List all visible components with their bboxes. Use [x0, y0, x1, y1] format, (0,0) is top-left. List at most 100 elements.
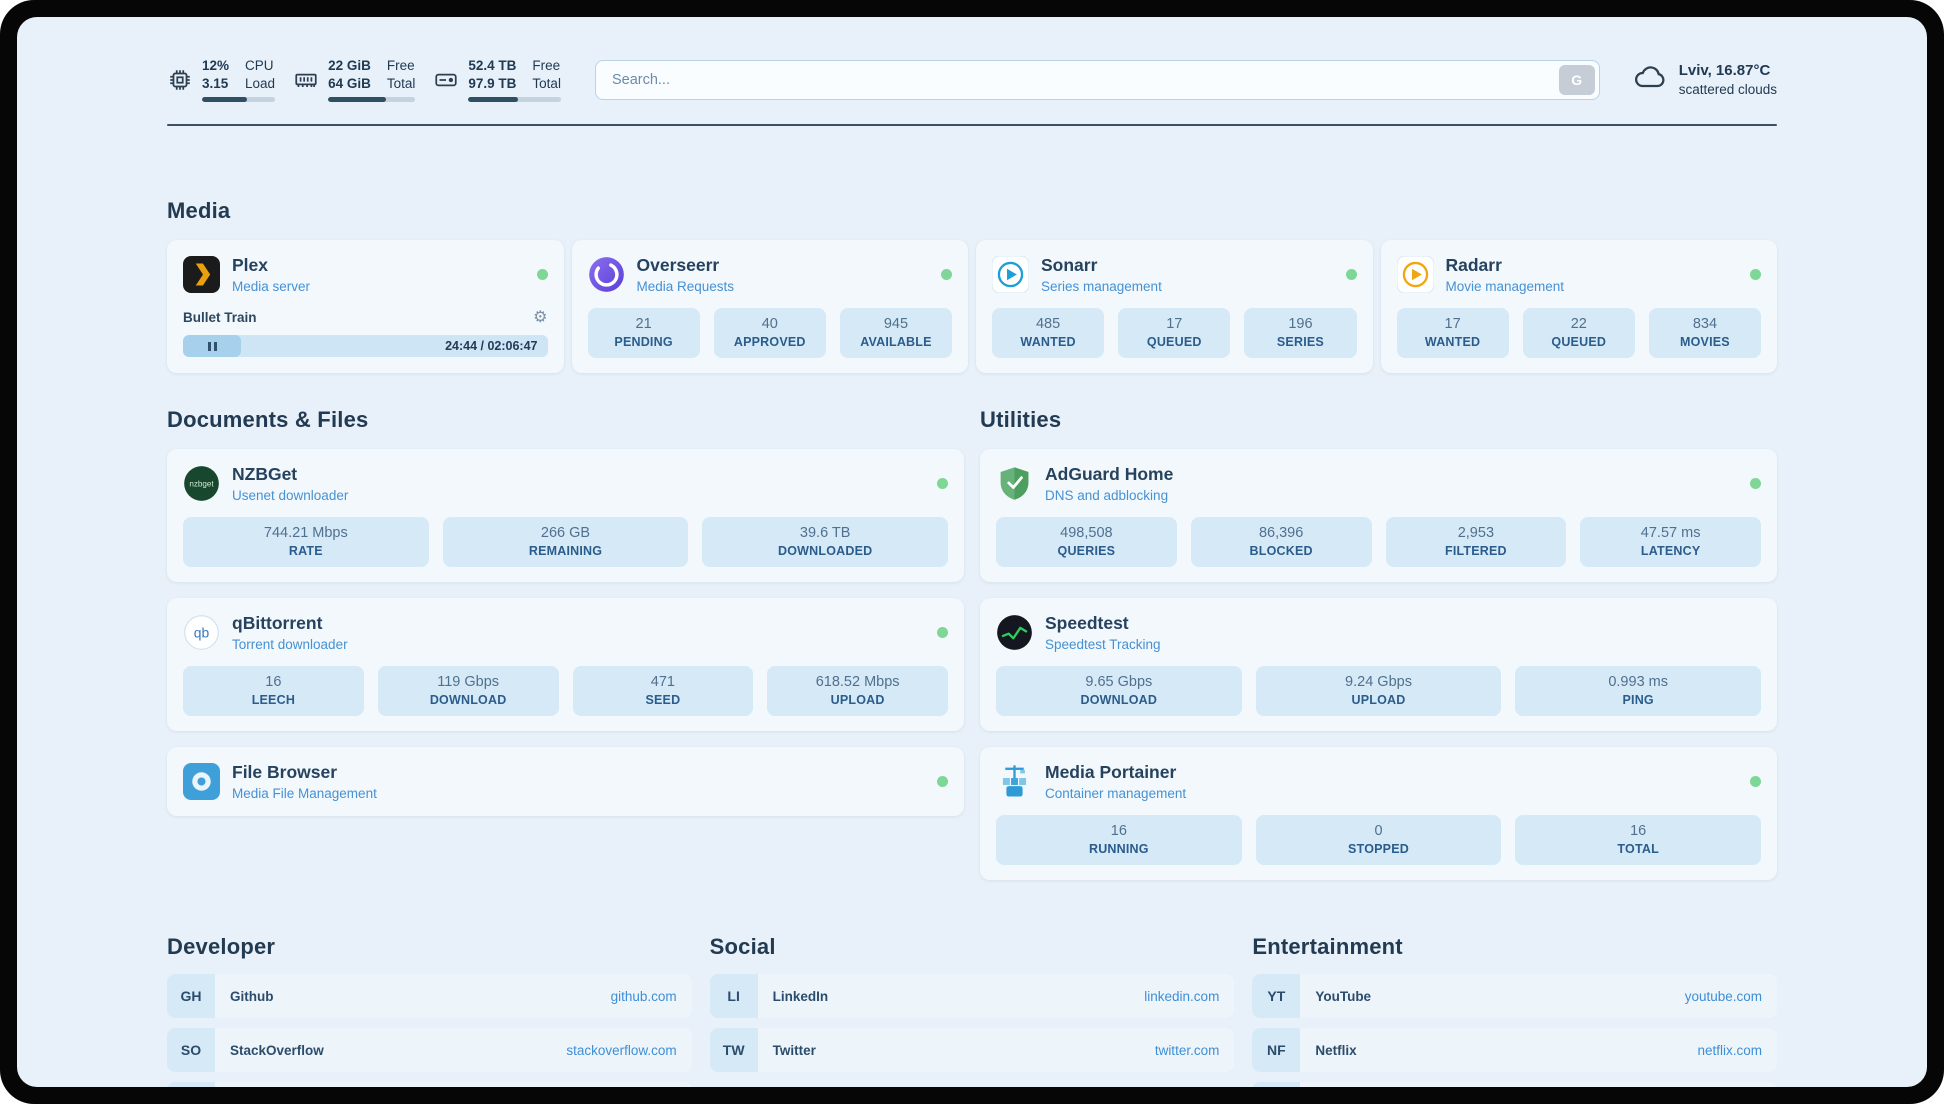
disk-progress-bar: [468, 97, 561, 102]
stat-value: 16: [1630, 823, 1647, 839]
app-card-sonarr[interactable]: Sonarr Series management 485 WANTED 17 QUE…: [976, 240, 1373, 373]
app-subtitle: Media Requests: [636, 279, 735, 294]
stat-box: 119 Gbps DOWNLOAD: [377, 666, 559, 716]
bookmark-url: stackoverflow.com: [566, 1042, 677, 1058]
stat-value: 16: [265, 674, 282, 690]
section-title-developer: Developer: [167, 934, 276, 959]
bookmark-linkedin[interactable]: LI LinkedIn linkedin.com: [709, 974, 1235, 1018]
cpu-load-label: Load: [245, 76, 276, 91]
app-card-portainer[interactable]: Media Portainer Container management 16 R…: [980, 747, 1777, 880]
bookmark-url: github.com: [610, 988, 677, 1004]
stat-value: 0.993 ms: [1608, 674, 1668, 690]
stat-value: 16: [1110, 823, 1127, 839]
section-title-media: Media: [167, 198, 231, 223]
app-card-radarr[interactable]: Radarr Movie management 17 WANTED 22 QUEUE…: [1380, 240, 1777, 373]
app-card-overseerr[interactable]: Overseerr Media Requests 21 PENDING 40 APP…: [571, 240, 968, 373]
stat-box: 2,953 FILTERED: [1385, 517, 1567, 567]
ram-stats: 22 GiB Free 64 GiB Total: [293, 57, 416, 102]
stat-box: 196 SERIES: [1244, 308, 1357, 358]
status-dot: [1345, 269, 1357, 280]
stat-value: 17: [1444, 316, 1461, 332]
stat-box: 16 TOTAL: [1515, 815, 1762, 865]
app-card-filebrowser[interactable]: File Browser Media File Management: [167, 747, 964, 816]
app-name: File Browser: [232, 762, 338, 782]
media-progress-bar[interactable]: 24:44 / 02:06:47: [183, 335, 548, 357]
stat-box: 9.24 Gbps UPLOAD: [1255, 666, 1502, 716]
bookmark-twitter[interactable]: TW Twitter twitter.com: [709, 1028, 1235, 1072]
ram-total-label: Total: [386, 76, 416, 91]
disk-icon: [433, 67, 459, 93]
search-bar[interactable]: G: [594, 59, 1600, 100]
bookmark-stackoverflow[interactable]: SO StackOverflow stackoverflow.com: [167, 1028, 692, 1072]
stat-box: 86,396 BLOCKED: [1190, 517, 1372, 567]
stat-box: 0.993 ms PING: [1515, 666, 1762, 716]
app-name: Media Portainer: [1045, 762, 1177, 782]
bookmark-abbr: YT: [1252, 974, 1301, 1018]
disk-free-value: 52.4 TB: [468, 58, 517, 73]
status-dot: [1750, 478, 1761, 489]
app-subtitle: Movie management: [1445, 279, 1565, 294]
bookmark-github[interactable]: GH Github github.com: [167, 974, 692, 1018]
portainer-icon: [996, 763, 1033, 800]
bookmark-url: youtube.com: [1684, 988, 1762, 1004]
stat-label: STOPPED: [1348, 842, 1409, 856]
status-dot: [1750, 776, 1761, 787]
stat-box: 47.57 ms LATENCY: [1580, 517, 1761, 567]
stat-label: MOVIES: [1680, 335, 1730, 349]
stat-value: 21: [635, 316, 652, 332]
search-input[interactable]: [594, 59, 1600, 100]
app-subtitle: Torrent downloader: [232, 637, 348, 652]
stat-box: 744.21 Mbps RATE: [183, 517, 429, 567]
cpu-usage-label: CPU: [245, 58, 274, 73]
app-subtitle: DNS and adblocking: [1045, 488, 1169, 503]
app-name: AdGuard Home: [1045, 464, 1174, 484]
section-title-social: Social: [709, 934, 776, 959]
pause-button[interactable]: [183, 335, 241, 357]
bookmark-reddit[interactable]: RE Reddit reddit.com: [1252, 1082, 1777, 1087]
stat-label: PENDING: [614, 335, 673, 349]
bookmark-dev[interactable]: DT DEV dev.to: [167, 1082, 692, 1087]
cpu-progress-bar: [202, 97, 276, 102]
section-title-documents: Documents & Files: [167, 407, 369, 432]
stat-label: RUNNING: [1088, 842, 1149, 856]
weather-location: Lviv, 16.87°C: [1678, 62, 1771, 79]
status-dot: [1750, 269, 1761, 280]
gear-icon[interactable]: ⚙: [533, 309, 548, 326]
cpu-stats: 12% CPU 3.15 Load: [167, 57, 276, 102]
bookmark-url: twitter.com: [1154, 1042, 1220, 1058]
cloud-icon: [1632, 59, 1668, 100]
bookmark-netflix[interactable]: NF Netflix netflix.com: [1252, 1028, 1777, 1072]
section-title-entertainment: Entertainment: [1252, 934, 1403, 959]
bookmark-url: linkedin.com: [1144, 988, 1220, 1004]
status-dot: [937, 627, 948, 638]
app-card-speedtest[interactable]: Speedtest Speedtest Tracking 9.65 Gbps DO…: [980, 598, 1777, 731]
stat-box: 618.52 Mbps UPLOAD: [767, 666, 948, 716]
stat-label: LATENCY: [1640, 544, 1701, 558]
app-card-adguard[interactable]: AdGuard Home DNS and adblocking 498,508 Q…: [980, 449, 1777, 582]
stat-label: UPLOAD: [830, 693, 885, 707]
ram-free-value: 22 GiB: [328, 58, 371, 73]
bookmark-name: StackOverflow: [230, 1042, 324, 1058]
app-card-plex[interactable]: Plex Media server Bullet Train ⚙ 24:44 /…: [167, 240, 564, 373]
dashboard-page: 12% CPU 3.15 Load 22 GiB Free 64 G: [17, 17, 1927, 1087]
app-name: NZBGet: [232, 464, 298, 484]
disk-total-label: Total: [532, 76, 561, 91]
stat-value: 266 GB: [540, 525, 591, 541]
stat-label: QUERIES: [1057, 544, 1116, 558]
app-card-qbittorrent[interactable]: qb qBittorrent Torrent downloader 16 LEEC…: [167, 598, 964, 731]
bookmark-youtube[interactable]: YT YouTube youtube.com: [1252, 974, 1777, 1018]
svg-text:qb: qb: [194, 625, 210, 641]
stat-box: 485 WANTED: [992, 308, 1105, 358]
stat-label: WANTED: [1424, 335, 1481, 349]
stat-label: SEED: [645, 693, 681, 707]
stat-box: 266 GB REMAINING: [442, 517, 689, 567]
stat-label: PING: [1622, 693, 1654, 707]
sonarr-icon: [992, 256, 1029, 293]
filebrowser-icon: [183, 763, 220, 800]
weather-condition: scattered clouds: [1678, 82, 1777, 97]
bookmark-abbr: TW: [709, 1028, 758, 1072]
stat-label: DOWNLOAD: [429, 693, 507, 707]
app-card-nzbget[interactable]: nzbget NZBGet Usenet downloader 744.21 M…: [167, 449, 964, 582]
app-name: Sonarr: [1041, 255, 1098, 275]
